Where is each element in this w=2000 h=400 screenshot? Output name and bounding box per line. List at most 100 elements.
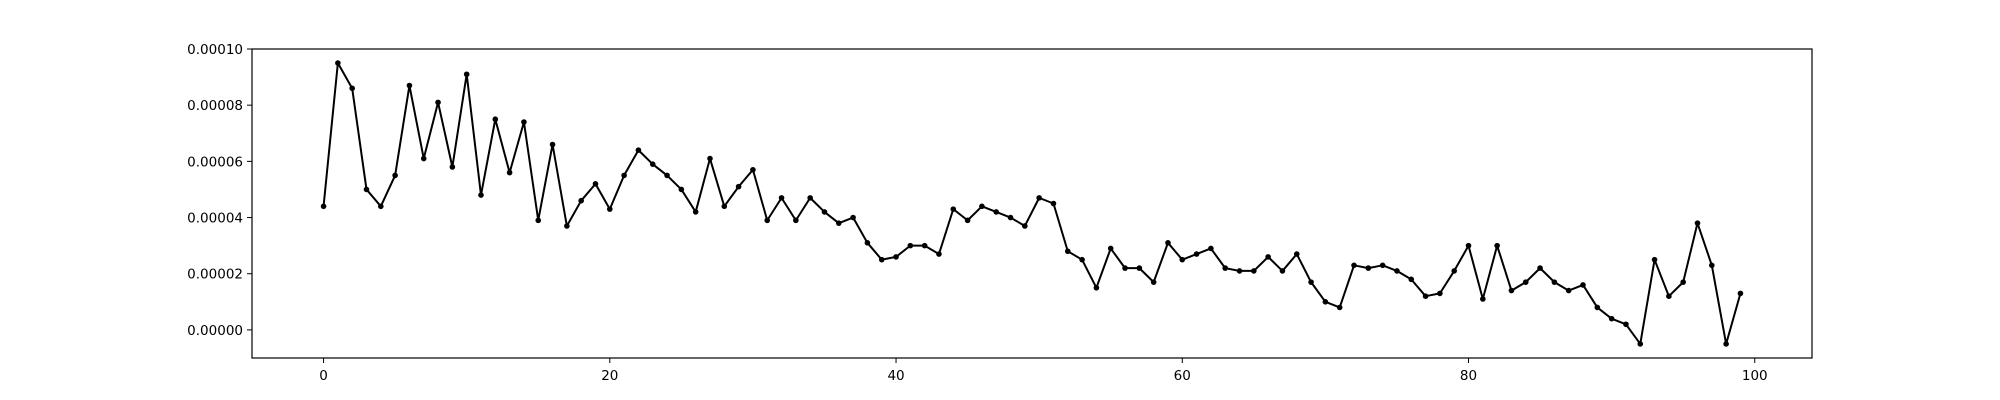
data-point bbox=[1623, 321, 1629, 328]
data-point bbox=[621, 172, 627, 179]
data-point bbox=[492, 116, 499, 123]
data-point bbox=[878, 256, 885, 263]
data-point bbox=[1394, 268, 1400, 274]
data-point bbox=[993, 209, 1000, 215]
data-point bbox=[1494, 242, 1500, 249]
data-point bbox=[1107, 245, 1114, 252]
data-point bbox=[392, 172, 398, 179]
data-point bbox=[1022, 223, 1028, 229]
data-point bbox=[1666, 293, 1672, 300]
data-point bbox=[1637, 341, 1644, 347]
data-point bbox=[1580, 282, 1586, 288]
data-point bbox=[463, 71, 470, 78]
data-point bbox=[349, 85, 355, 92]
plot-area bbox=[320, 60, 1744, 347]
data-point bbox=[1179, 256, 1186, 263]
data-point bbox=[1408, 276, 1415, 283]
data-point bbox=[678, 186, 685, 193]
data-point bbox=[821, 209, 828, 215]
data-point bbox=[564, 223, 570, 229]
data-point bbox=[893, 254, 899, 260]
data-point bbox=[592, 181, 599, 187]
data-point bbox=[1351, 262, 1357, 269]
data-point bbox=[1093, 284, 1100, 291]
data-point bbox=[1465, 242, 1472, 249]
data-point bbox=[378, 203, 384, 210]
data-point bbox=[1508, 287, 1515, 294]
data-point bbox=[1680, 279, 1686, 285]
y-tick-label: 0.00004 bbox=[187, 211, 243, 227]
data-point bbox=[1451, 268, 1458, 274]
data-point bbox=[664, 172, 670, 179]
y-tick-label: 0.00006 bbox=[187, 154, 243, 170]
x-tick-label: 20 bbox=[601, 368, 618, 384]
data-point bbox=[936, 251, 942, 257]
data-point bbox=[335, 60, 341, 66]
data-point bbox=[1050, 200, 1057, 207]
data-point bbox=[1379, 262, 1386, 269]
data-point bbox=[707, 155, 713, 162]
data-point bbox=[735, 183, 742, 190]
y-tick-label: 0.00002 bbox=[187, 267, 243, 283]
data-point bbox=[1694, 220, 1701, 226]
data-point bbox=[506, 169, 513, 176]
data-point bbox=[1007, 214, 1014, 221]
data-point bbox=[979, 203, 985, 210]
y-tick-label: 0.00008 bbox=[187, 98, 243, 114]
data-point bbox=[835, 220, 842, 226]
data-point bbox=[320, 203, 327, 210]
data-point bbox=[1236, 268, 1243, 274]
data-point bbox=[921, 242, 928, 249]
x-tick-label: 60 bbox=[1174, 368, 1191, 384]
y-axis: 0.00000 0.00002 0.00004 0.00006 0.00008 0.000… bbox=[187, 42, 252, 339]
data-point bbox=[1480, 296, 1486, 302]
data-point bbox=[1136, 265, 1143, 271]
data-point bbox=[1265, 254, 1271, 260]
data-point bbox=[1709, 262, 1715, 269]
data-point bbox=[535, 217, 542, 224]
data-point bbox=[1165, 240, 1171, 246]
data-point bbox=[692, 209, 699, 215]
data-point bbox=[406, 82, 413, 89]
data-point bbox=[1193, 251, 1200, 257]
y-tick-label: 0.00010 bbox=[187, 42, 243, 58]
data-point bbox=[549, 141, 556, 148]
x-tick-label: 40 bbox=[887, 368, 904, 384]
data-point bbox=[1122, 265, 1128, 271]
data-point bbox=[1079, 256, 1085, 263]
data-point bbox=[1608, 315, 1615, 322]
data-point bbox=[1565, 287, 1572, 294]
x-tick-label: 80 bbox=[1460, 368, 1477, 384]
data-point bbox=[420, 155, 427, 162]
data-point bbox=[649, 161, 656, 167]
axes-frame bbox=[251, 48, 1813, 359]
data-point bbox=[1551, 279, 1558, 285]
data-point bbox=[778, 195, 785, 201]
y-tick-label: 0.00000 bbox=[187, 323, 243, 339]
data-point bbox=[578, 197, 584, 204]
data-point bbox=[1222, 265, 1229, 271]
data-point bbox=[950, 206, 957, 212]
data-point bbox=[1293, 251, 1300, 257]
data-point bbox=[435, 99, 441, 106]
data-point bbox=[1336, 304, 1343, 311]
data-point bbox=[807, 195, 813, 201]
data-point bbox=[1737, 290, 1744, 297]
data-point bbox=[793, 217, 799, 224]
data-point bbox=[1594, 304, 1601, 311]
data-point bbox=[1251, 268, 1257, 274]
data-point bbox=[449, 164, 456, 170]
x-tick-label: 100 bbox=[1742, 368, 1768, 384]
data-point bbox=[964, 217, 971, 224]
data-point bbox=[521, 119, 527, 125]
data-point bbox=[1651, 256, 1658, 263]
data-point bbox=[864, 240, 871, 246]
data-point bbox=[1279, 268, 1286, 274]
data-point bbox=[1437, 290, 1443, 297]
data-point bbox=[606, 206, 613, 212]
x-tick-label: 0 bbox=[319, 368, 328, 384]
data-point bbox=[1064, 248, 1071, 255]
data-point bbox=[635, 147, 642, 153]
data-point bbox=[721, 203, 728, 210]
